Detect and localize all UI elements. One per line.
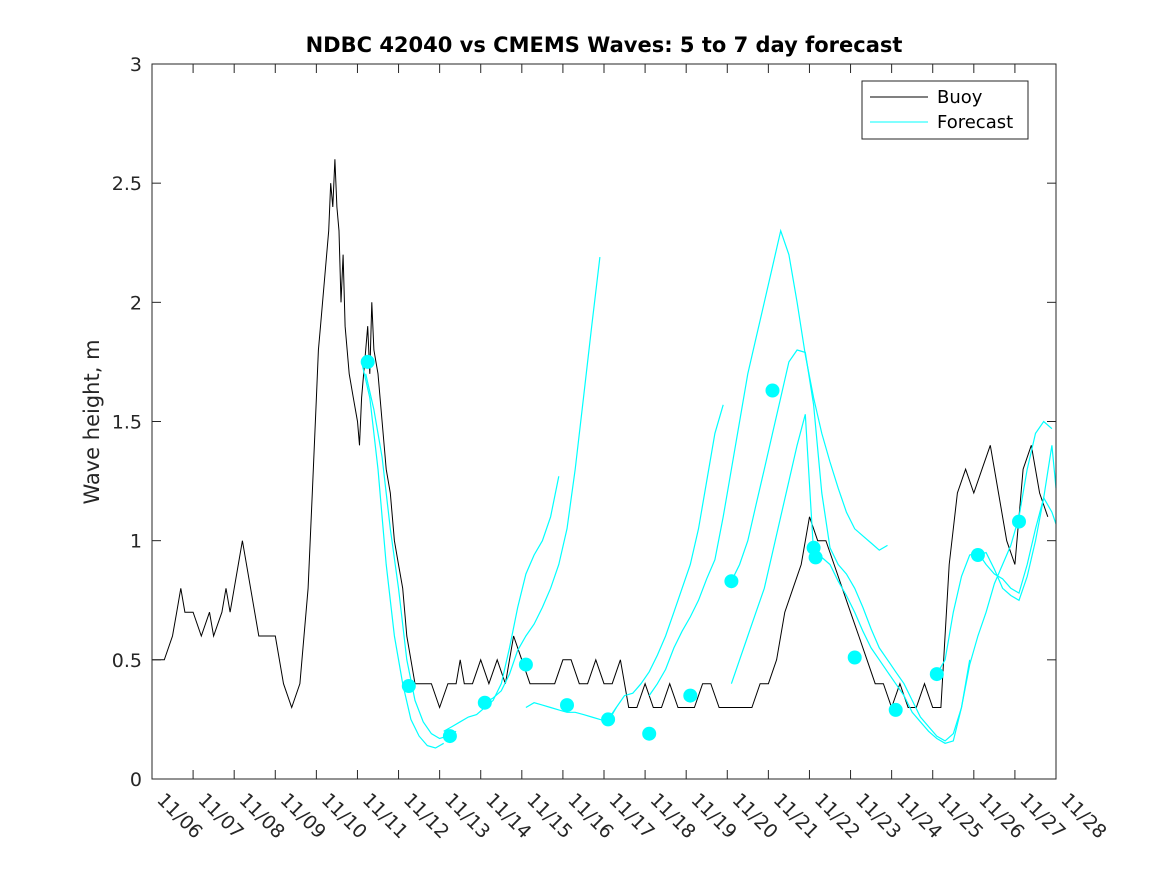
chart-title: NDBC 42040 vs CMEMS Waves: 5 to 7 day fo… [306, 33, 903, 57]
buoy-series-line [152, 159, 1049, 710]
forecast-marker-8 [642, 726, 657, 741]
forecast-series-line-8 [730, 349, 1053, 742]
forecast-series-line-6 [607, 404, 724, 720]
y-axis-label: Wave height, m [80, 339, 104, 504]
forecast-series-line-11 [977, 445, 1057, 602]
y-tick-label: 2.5 [112, 173, 142, 195]
legend: Buoy Forecast [861, 80, 1029, 140]
forecast-marker-18 [1012, 514, 1026, 529]
forecast-series-line-7 [648, 228, 888, 696]
forecast-series-line-10 [936, 496, 1057, 675]
forecast-marker-11 [765, 383, 780, 398]
forecast-marker-10 [724, 574, 739, 589]
y-tick-label: 1.5 [112, 412, 142, 434]
forecast-marker-13 [808, 550, 823, 565]
y-tick-label: 3 [130, 54, 142, 76]
legend-box [861, 80, 1029, 140]
forecast-marker-3 [442, 729, 457, 744]
y-tick-label: 0.5 [112, 650, 142, 672]
forecast-series-line-9 [730, 414, 971, 744]
forecast-marker-16 [929, 667, 944, 682]
legend-forecast-label: Forecast [937, 112, 1013, 133]
forecast-marker-17 [970, 548, 985, 562]
forecast-marker-5 [518, 657, 533, 672]
forecast-marker-7 [601, 712, 616, 727]
forecast-marker-4 [477, 695, 492, 710]
forecast-series-line-3 [443, 476, 560, 732]
plot-background [152, 64, 1056, 779]
y-tick-label: 0 [130, 769, 142, 791]
y-tick-label: 1 [130, 531, 142, 553]
y-tick-label: 2 [130, 292, 142, 314]
legend-buoy-label: Buoy [937, 87, 983, 108]
forecast-marker-2 [401, 679, 416, 693]
forecast-marker-1 [360, 354, 375, 369]
plot-area: 11/0611/0711/0811/0911/1011/1111/1211/13… [112, 54, 1111, 843]
forecast-series-line-4 [484, 257, 601, 704]
forecast-marker-14 [847, 650, 862, 665]
forecast-marker-6 [560, 698, 574, 713]
forecast-marker-9 [683, 688, 698, 703]
forecast-marker-15 [888, 702, 903, 717]
